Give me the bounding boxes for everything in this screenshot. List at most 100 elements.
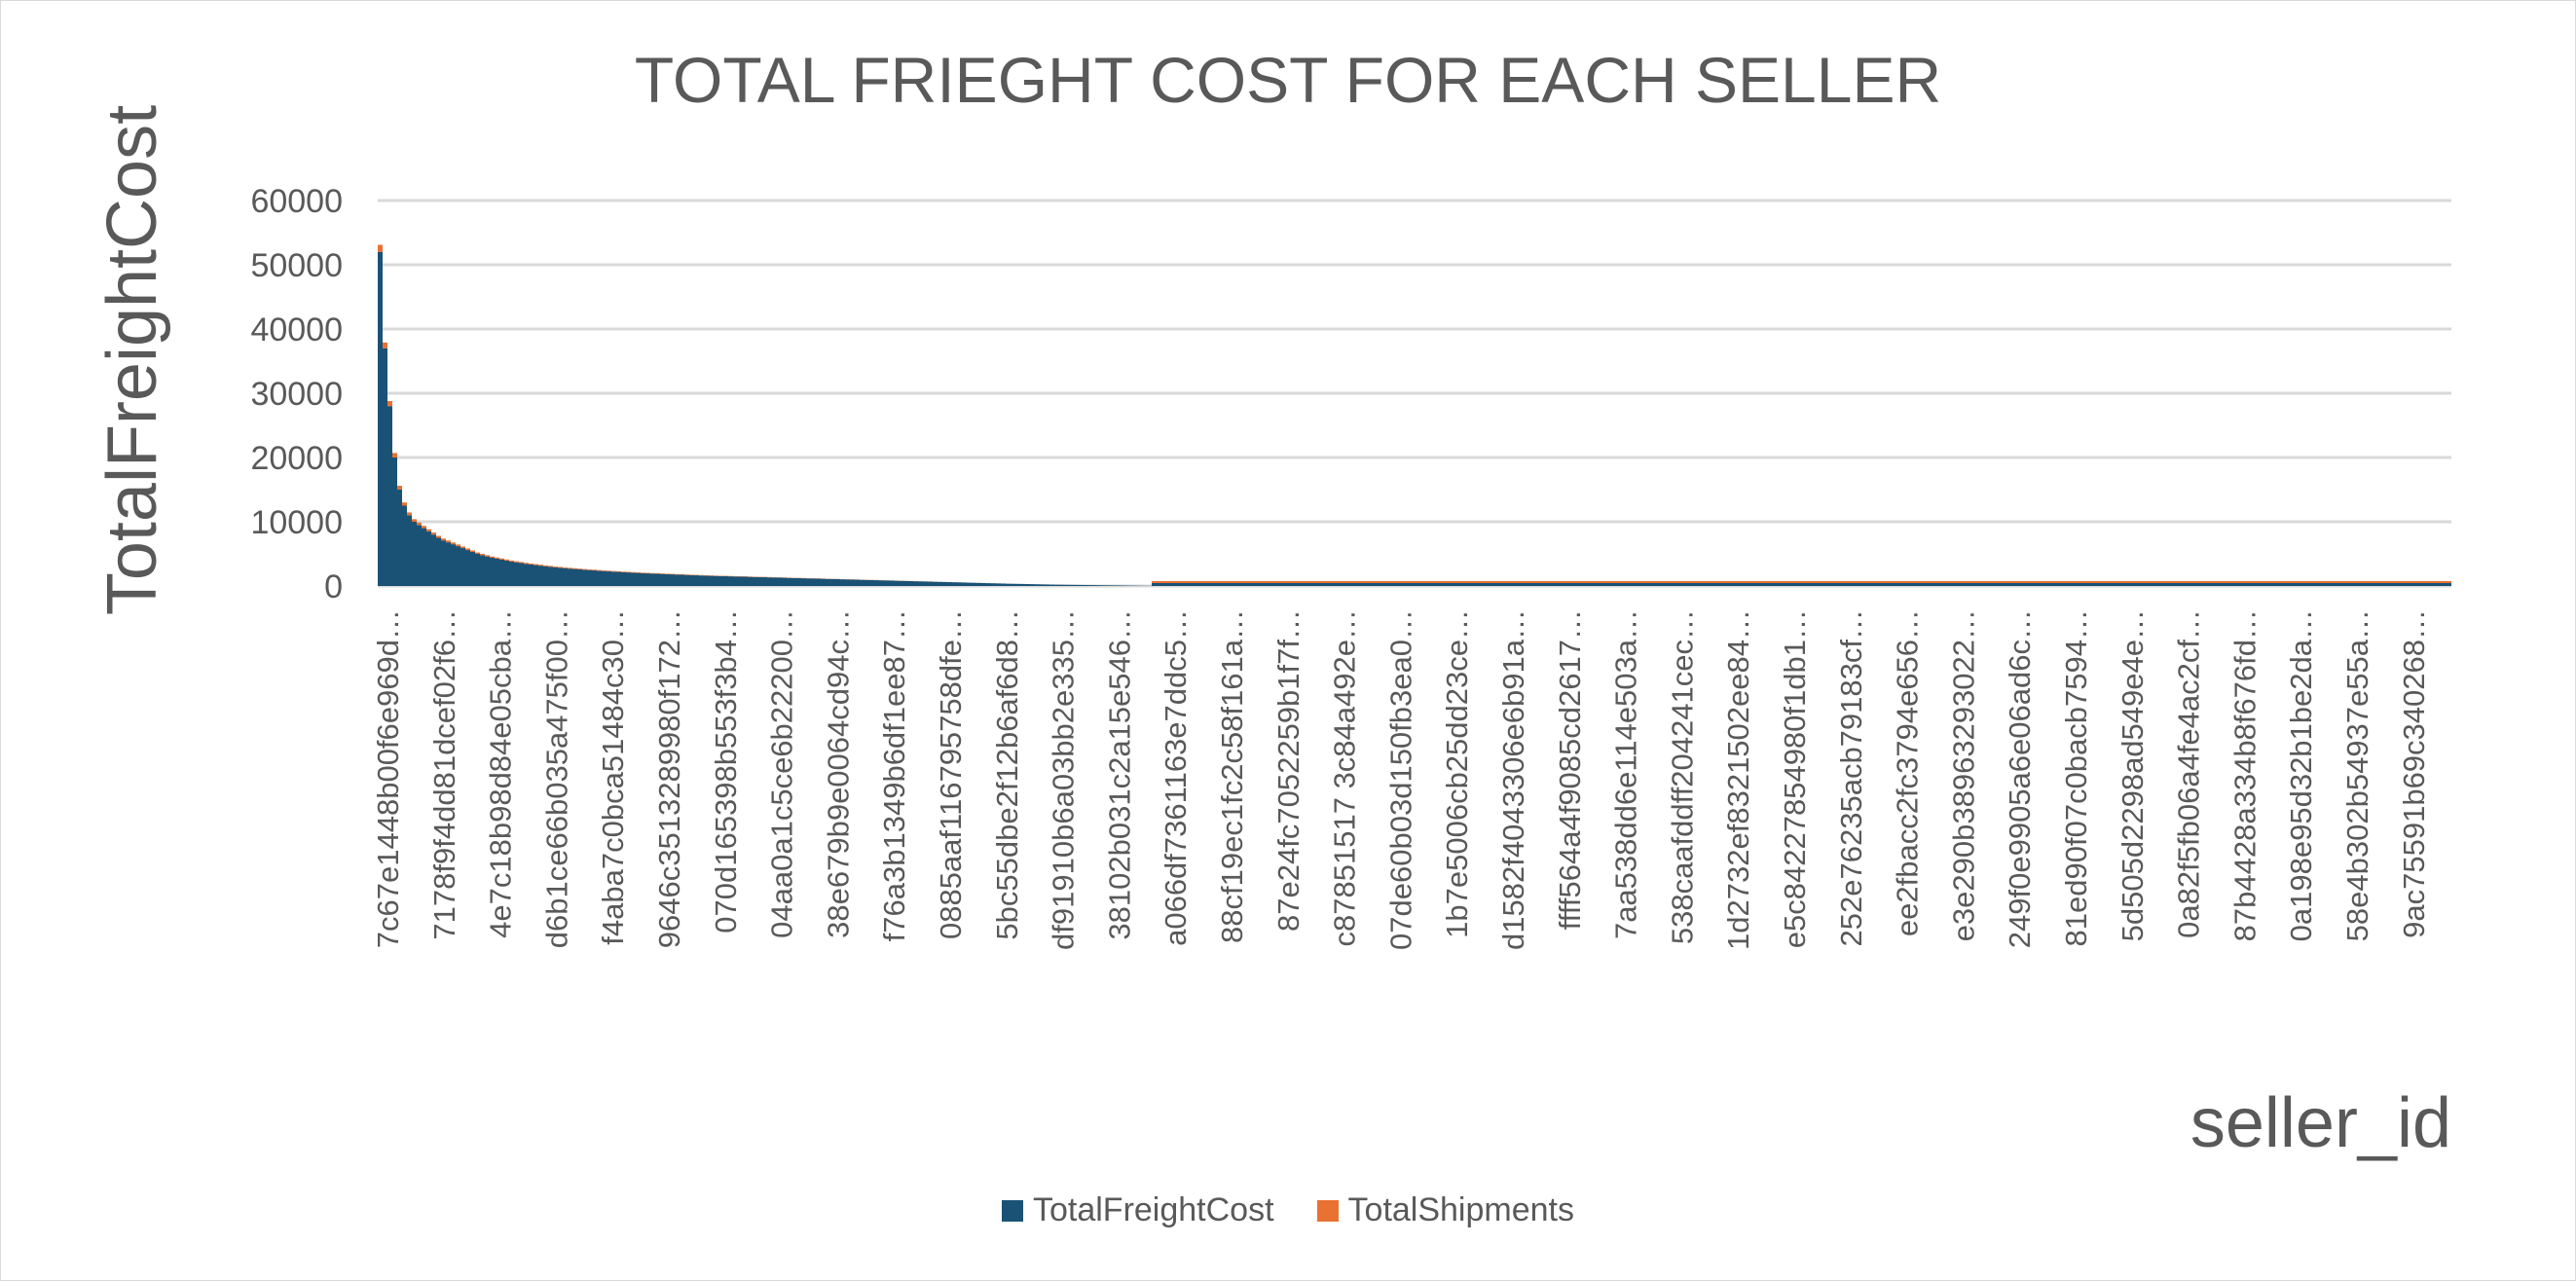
x-tick-label: 38102b031c2a15e546… — [1102, 609, 1136, 940]
bar-freight-cost — [1118, 585, 1122, 586]
bar-freight-cost — [1084, 585, 1088, 586]
bar-shipments — [475, 552, 480, 554]
bar-freight-cost — [1059, 584, 1064, 586]
x-tick-label: 04aa0a1c5ce6b22200… — [765, 609, 799, 938]
bar-freight-cost — [534, 565, 538, 586]
bar-freight-cost — [689, 574, 694, 586]
bar-freight-cost — [1015, 583, 1020, 586]
bar-shipments — [626, 571, 631, 573]
bar-shipments — [660, 573, 665, 574]
bar-shipments — [650, 572, 655, 574]
bar-freight-cost — [1108, 585, 1113, 586]
bar-freight-cost — [426, 531, 431, 586]
bar-freight-cost — [587, 569, 592, 586]
bar-freight-cost — [806, 578, 811, 586]
bar-freight-cost — [378, 251, 383, 586]
bar-shipments — [460, 546, 465, 549]
x-tick-label: 81ed90f07c0bacb7594… — [2059, 609, 2093, 946]
bar-freight-cost — [714, 575, 718, 586]
bar-shipments — [441, 538, 446, 541]
bar-shipments — [602, 570, 607, 571]
x-tick-label: c87851517 3c84a492e… — [1328, 609, 1362, 946]
bar-freight-cost — [490, 557, 495, 586]
bar-shipments — [407, 512, 412, 516]
bar-shipments — [582, 568, 587, 570]
bar-shipments — [631, 571, 636, 573]
bar-freight-cost — [796, 577, 801, 586]
bar-freight-cost — [908, 580, 913, 586]
bar-freight-cost — [1001, 583, 1006, 586]
bar-freight-cost — [626, 572, 631, 586]
bar-freight-cost — [787, 577, 791, 586]
bar-freight-cost — [894, 580, 899, 586]
legend-label-freight: TotalFreightCost — [1032, 1191, 1274, 1228]
x-tick-label: d6b1ce66b035a475f00… — [539, 609, 573, 948]
bar-shipments — [417, 522, 422, 526]
bar-shipments — [538, 565, 543, 567]
y-tick-label: 20000 — [250, 440, 343, 477]
bar-shipments — [534, 564, 538, 566]
bar-freight-cost — [923, 581, 928, 586]
bar-freight-cost — [728, 576, 733, 586]
bar-freight-cost — [504, 560, 509, 586]
bar-freight-cost — [782, 577, 787, 586]
bar-freight-cost — [738, 576, 743, 586]
bar-freight-cost — [694, 575, 699, 586]
bar-freight-cost — [811, 578, 816, 586]
bar-freight-cost — [631, 572, 636, 586]
bar-freight-cost — [791, 577, 796, 586]
bar-freight-cost — [602, 570, 607, 586]
bar-freight-cost — [680, 574, 684, 586]
bar-freight-cost — [436, 537, 441, 586]
bar-shipments — [616, 570, 621, 572]
bar-freight-cost — [976, 582, 981, 586]
bar-freight-cost — [412, 522, 417, 586]
bar-shipments — [392, 453, 397, 458]
bar-shipments — [397, 486, 402, 490]
x-tick-label: 7178f9f4dd81dcef02f6… — [427, 609, 461, 940]
bar-freight-cost — [1074, 584, 1079, 586]
bar-freight-cost — [572, 568, 577, 586]
bar-freight-cost — [529, 564, 534, 586]
bar-shipments — [636, 572, 641, 573]
bar-freight-cost — [1011, 583, 1015, 586]
bar-freight-cost — [777, 577, 782, 586]
bar-shipments — [504, 559, 509, 561]
x-tick-label: ee2fbacc2fc3794e656… — [1891, 609, 1925, 936]
bar-freight-cost — [475, 554, 480, 586]
bar-shipments — [665, 573, 670, 574]
bar-freight-cost — [650, 573, 655, 586]
bar-freight-cost — [675, 574, 680, 586]
bar-freight-cost — [563, 567, 568, 586]
bar-shipments — [524, 563, 529, 565]
x-tick-label: 249f0e9905a6e06ad6c… — [2003, 609, 2037, 948]
bar-freight-cost — [616, 571, 621, 586]
bar-freight-cost — [855, 579, 860, 586]
bar-freight-cost — [933, 581, 938, 586]
bar-freight-cost — [495, 558, 499, 586]
bar-freight-cost — [1045, 584, 1049, 586]
bar-freight-cost — [456, 546, 460, 586]
bar-freight-cost — [431, 534, 436, 586]
chart-title: TOTAL FRIEGHT COST FOR EACH SELLER — [635, 44, 1941, 116]
bar-shipments — [577, 568, 582, 569]
bar-freight-cost — [928, 581, 933, 586]
bar-freight-cost — [597, 570, 602, 586]
bar-freight-cost — [514, 562, 519, 586]
bar-freight-cost — [1030, 584, 1035, 586]
bar-shipments-tail — [1152, 581, 2451, 583]
bar-freight-cost — [499, 559, 504, 586]
bar-shipments — [509, 560, 514, 562]
bar-freight-cost — [1113, 585, 1118, 586]
x-tick-label: 7aa538dd6e114e503a… — [1609, 609, 1643, 939]
bar-freight-cost — [889, 580, 894, 586]
y-tick-label: 60000 — [250, 183, 343, 220]
x-axis-ticks: 7c67e1448b00f6e969d… 7178f9f4dd81dcef02f6… — [371, 609, 2431, 950]
x-tick-label: 1b7e5006cb25dd23ce… — [1440, 609, 1474, 938]
bar-shipments — [387, 400, 392, 407]
bar-shipments — [514, 561, 519, 563]
x-tick-label: f4aba7c0bca51484c30… — [596, 609, 630, 945]
bar-shipments — [587, 568, 592, 570]
